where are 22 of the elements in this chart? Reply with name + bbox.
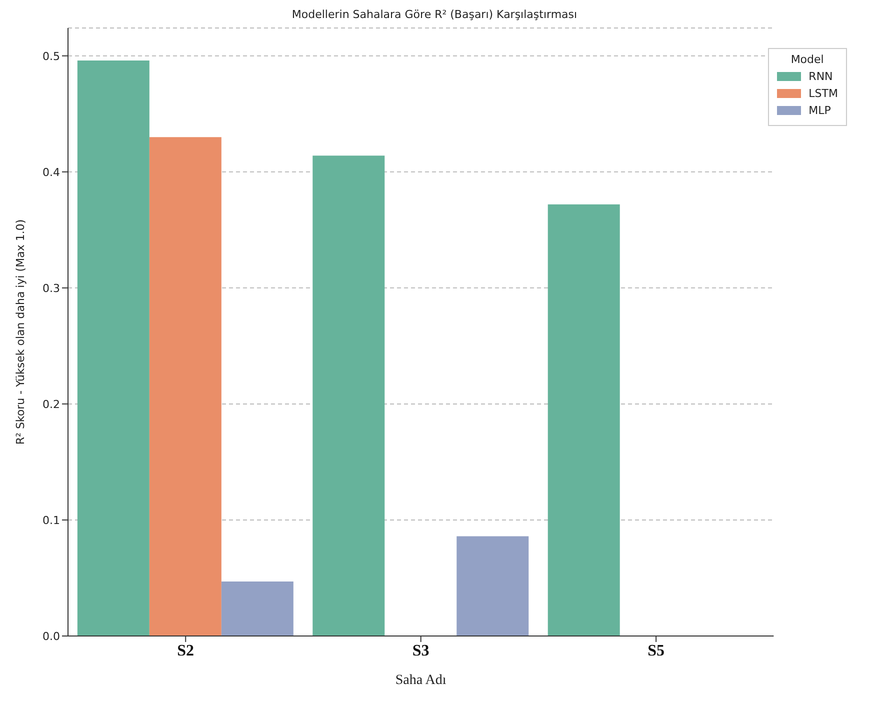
bar [221,581,294,636]
legend-label: MLP [808,104,831,117]
bar [548,204,620,636]
bar [149,137,222,636]
y-tick-label: 0.3 [42,282,60,295]
x-tick-label: S5 [648,642,665,660]
legend-label: LSTM [808,87,838,100]
legend-title: Model [790,53,825,66]
x-axis-title: Saha Adı [395,673,446,688]
y-tick-label: 0.4 [42,166,60,179]
y-tick-label: 0.1 [42,514,60,527]
bar [312,156,385,636]
y-tick-label: 0.0 [42,630,60,643]
x-tick-label: S3 [412,642,430,660]
y-tick-label: 0.5 [42,50,60,63]
y-tick-label: 0.2 [42,398,60,411]
bar [77,60,150,636]
x-tick-label: S2 [177,642,194,660]
legend-label: RNN [808,70,833,83]
y-axis-title: R² Skoru - Yüksek olan daha iyi (Max 1.0) [14,219,27,445]
bar [456,536,529,636]
chart-title: Modellerin Sahalara Göre R² (Başarı) Karşılaştırması [290,8,578,23]
